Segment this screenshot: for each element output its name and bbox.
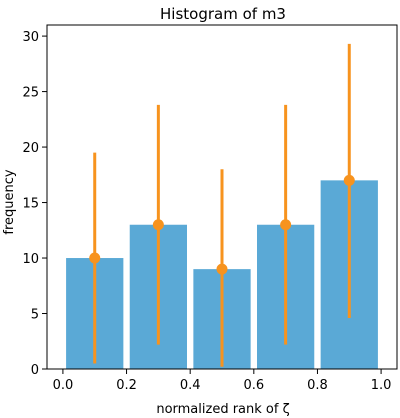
y-axis-title: frequency <box>2 169 17 235</box>
x-tick-label: 0.0 <box>53 378 74 393</box>
error-point <box>280 219 292 231</box>
y-tick-label: 5 <box>31 308 39 323</box>
error-point <box>89 252 101 264</box>
x-tick-label: 1.0 <box>371 378 392 393</box>
chart-title: Histogram of m3 <box>160 5 286 23</box>
x-tick-label: 0.8 <box>307 378 328 393</box>
x-axis-title: normalized rank of ζ <box>156 402 289 417</box>
axes-frame <box>46 24 398 370</box>
x-tick-label: 0.2 <box>116 378 137 393</box>
y-tick-label: 0 <box>31 363 39 378</box>
x-tick-label: 0.4 <box>180 378 201 393</box>
y-ticks-group: 0 5 10 15 20 25 30 <box>22 30 47 378</box>
error-point <box>343 174 355 186</box>
y-tick-label: 10 <box>22 252 39 267</box>
y-tick-label: 25 <box>22 86 39 101</box>
x-tick-label: 0.6 <box>243 378 264 393</box>
y-tick-label: 20 <box>22 141 39 156</box>
error-point <box>152 219 164 231</box>
error-point <box>216 263 228 275</box>
x-ticks-group: 0.0 0.2 0.4 0.6 0.8 1.0 <box>53 369 392 393</box>
y-tick-label: 30 <box>22 30 39 45</box>
error-bars-group <box>89 43 355 367</box>
y-tick-label: 15 <box>22 197 39 212</box>
